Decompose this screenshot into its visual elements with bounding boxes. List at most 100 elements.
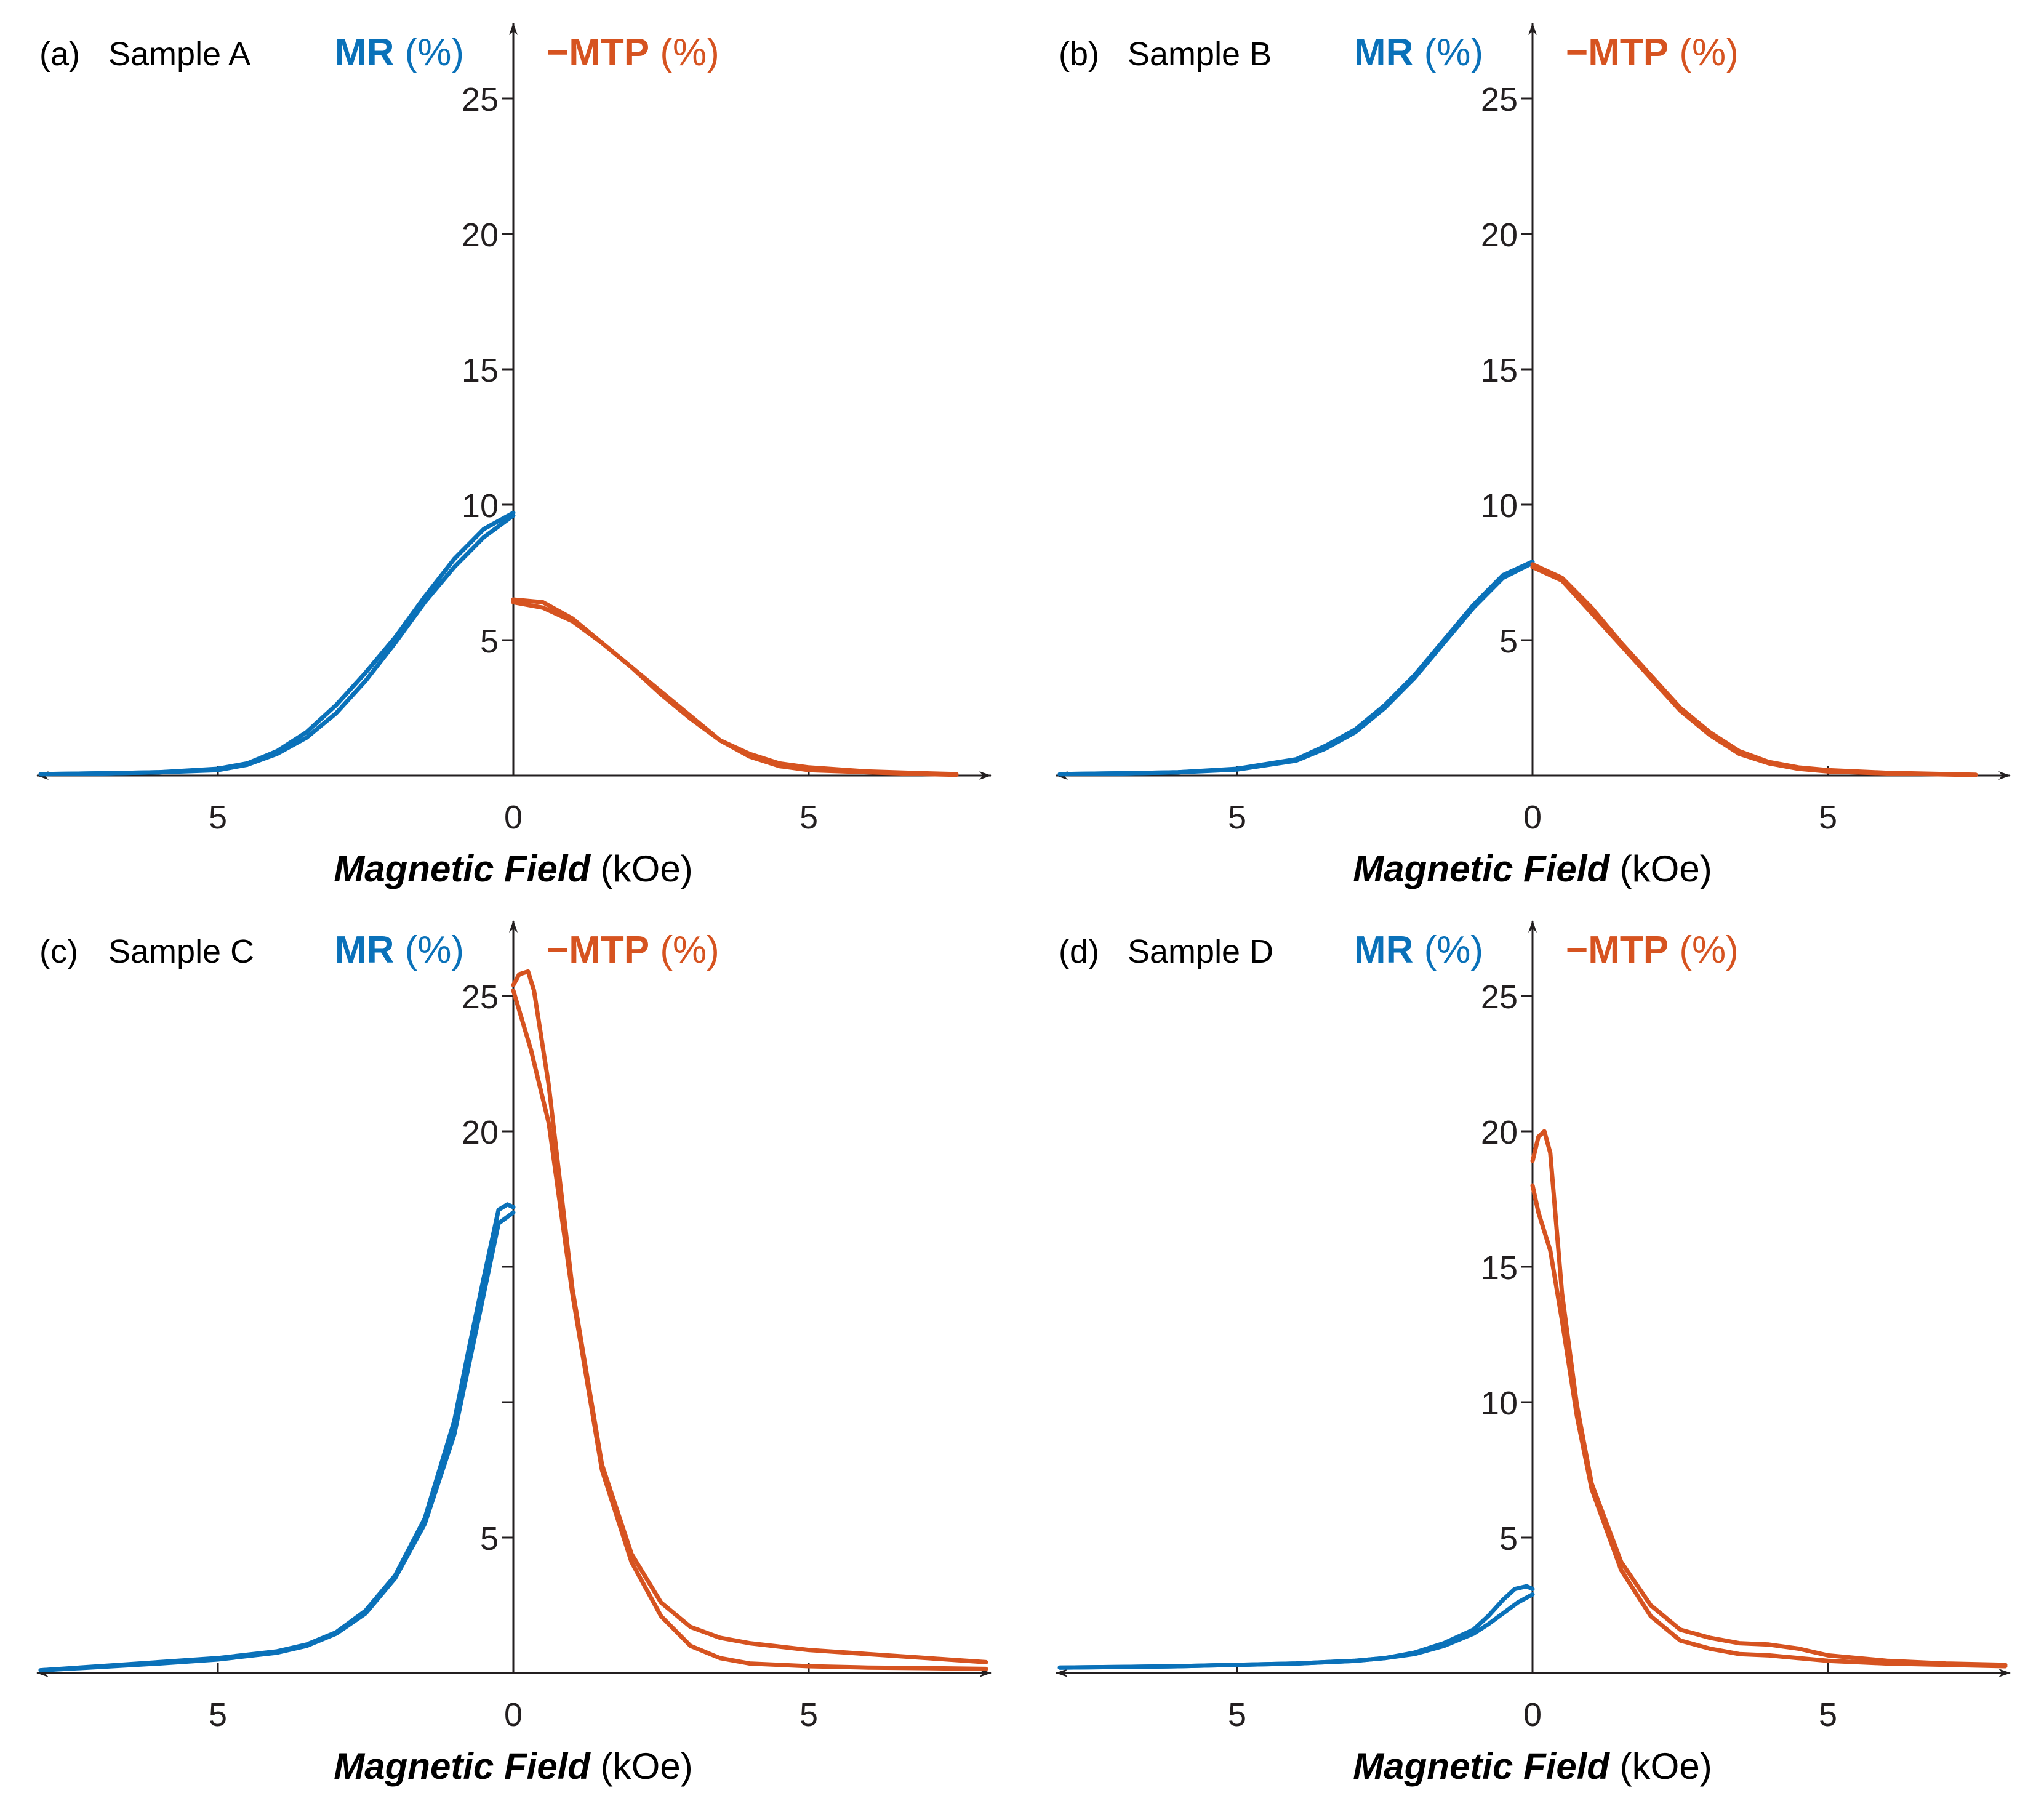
mr-series-line: [38, 1202, 516, 1673]
mtp-axis-label: −MTP (%): [547, 929, 719, 971]
mr-series-line: [1057, 1592, 1535, 1670]
x-tick-label: 0: [504, 1696, 523, 1733]
mtp-label-name: −MTP: [1566, 31, 1669, 74]
mr-axis-label: MR (%): [1354, 31, 1483, 74]
panel-d: 5 0 5 5 10 15 20 25 (d) Sample D MR (%) −MTP (%…: [1056, 920, 2011, 1787]
mtp-axis-label: −MTP (%): [1566, 929, 1739, 971]
y-tick-label: 25: [462, 81, 499, 118]
panel-label: (c): [39, 933, 78, 970]
tick-marks: 5 0 5 5 10 15 20 25: [209, 81, 818, 836]
mtp-label-unit: (%): [660, 31, 719, 74]
x-axis-title-unit: (kOe): [601, 848, 693, 889]
y-tick-label: 5: [480, 1520, 499, 1557]
y-tick-label: 15: [1481, 1249, 1518, 1286]
mr-series-line: [38, 1210, 516, 1673]
y-tick-label: 25: [462, 979, 499, 1016]
sample-label: Sample D: [1128, 933, 1273, 970]
mtp-series-line: [511, 597, 959, 777]
mr-label-name: MR: [335, 929, 394, 971]
sample-label: Sample B: [1128, 36, 1272, 73]
mr-axis-label: MR (%): [335, 31, 464, 74]
x-tick-label: 5: [1819, 1696, 1837, 1733]
mtp-label-unit: (%): [660, 929, 719, 971]
sample-label: Sample C: [108, 933, 254, 970]
tick-marks: 5 0 5 5 10 15 20 25: [1228, 979, 1837, 1733]
mtp-label-unit: (%): [1679, 929, 1738, 971]
mtp-series-line: [1530, 1183, 2008, 1669]
x-axis-title-unit: (kOe): [601, 1746, 693, 1787]
x-axis-title: Magnetic Field (kOe): [1353, 848, 1712, 889]
mtp-series-line: [511, 988, 988, 1671]
x-axis-title-name: Magnetic Field: [334, 848, 591, 889]
plot-curves: [1057, 1129, 2008, 1670]
mr-series-line: [1057, 1584, 1535, 1670]
mr-series-line: [38, 510, 516, 777]
panel-label: (a): [39, 36, 80, 73]
x-tick-label: 5: [1228, 1696, 1246, 1733]
mr-label-unit: (%): [405, 929, 464, 971]
x-tick-label: 5: [1228, 799, 1246, 836]
panel-b: 5 0 5 5 10 15 20 25 (b) Sample B MR (%) −MTP (%…: [1056, 23, 2011, 889]
y-tick-label: 10: [462, 487, 499, 524]
panel-label: (b): [1059, 36, 1099, 73]
x-tick-label: 0: [504, 799, 523, 836]
x-tick-label: 5: [1819, 799, 1837, 836]
tick-marks: 5 0 5 5 10 15 20 25: [1228, 81, 1837, 836]
mtp-series-line: [1530, 564, 1978, 777]
sample-label: Sample A: [108, 36, 250, 73]
x-tick-label: 5: [209, 1696, 227, 1733]
x-axis-title: Magnetic Field (kOe): [334, 1746, 692, 1787]
y-tick-label: 20: [1481, 217, 1518, 254]
mr-series-line: [38, 513, 516, 777]
x-axis-title-unit: (kOe): [1620, 1746, 1712, 1787]
x-axis-title-name: Magnetic Field: [1353, 1746, 1610, 1787]
mtp-axis-label: −MTP (%): [547, 31, 719, 74]
mtp-label-name: −MTP: [547, 929, 649, 971]
tick-marks: 5 0 5 5 20 25: [209, 979, 818, 1733]
mtp-series-line: [1530, 1129, 2008, 1667]
mr-label-name: MR: [1354, 31, 1413, 74]
x-axis-title: Magnetic Field (kOe): [1353, 1746, 1712, 1787]
mr-label-unit: (%): [1424, 31, 1483, 74]
mr-label-name: MR: [335, 31, 394, 74]
x-tick-label: 5: [209, 799, 227, 836]
mtp-axis-label: −MTP (%): [1566, 31, 1739, 74]
y-tick-label: 10: [1481, 487, 1518, 524]
y-tick-label: 20: [462, 1114, 499, 1151]
x-tick-label: 5: [800, 1696, 818, 1733]
y-tick-label: 5: [480, 623, 499, 660]
mtp-series-line: [511, 969, 988, 1664]
x-axis-title-unit: (kOe): [1620, 848, 1712, 889]
y-tick-label: 20: [1481, 1114, 1518, 1151]
y-tick-label: 25: [1481, 81, 1518, 118]
mtp-label-name: −MTP: [547, 31, 649, 74]
mr-label-unit: (%): [1424, 929, 1483, 971]
panel-a: 5 0 5 5 10 15 20 25 (a) Sample A MR (%) −MTP (%…: [36, 23, 992, 889]
y-tick-label: 5: [1499, 623, 1518, 660]
plot-curves: [38, 969, 988, 1673]
mr-label-name: MR: [1354, 929, 1413, 971]
mr-series-line: [1057, 561, 1535, 777]
plot-curves: [1057, 559, 1978, 777]
x-tick-label: 0: [1523, 799, 1542, 836]
y-tick-label: 20: [462, 217, 499, 254]
x-axis-title-name: Magnetic Field: [1353, 848, 1610, 889]
y-tick-label: 15: [1481, 352, 1518, 389]
x-tick-label: 5: [800, 799, 818, 836]
mr-series-line: [1057, 559, 1535, 777]
y-tick-label: 5: [1499, 1520, 1518, 1557]
mr-axis-label: MR (%): [335, 929, 464, 971]
panel-label: (d): [1059, 933, 1099, 970]
x-axis-title: Magnetic Field (kOe): [334, 848, 692, 889]
x-axis-title-name: Magnetic Field: [334, 1746, 591, 1787]
y-tick-label: 25: [1481, 979, 1518, 1016]
mr-axis-label: MR (%): [1354, 929, 1483, 971]
plot-curves: [38, 510, 959, 777]
y-tick-label: 15: [462, 352, 499, 389]
mtp-label-unit: (%): [1679, 31, 1738, 74]
x-tick-label: 0: [1523, 1696, 1542, 1733]
panel-c: 5 0 5 5 20 25 (c) Sample C MR (%) −MTP (%) Ma…: [36, 920, 992, 1787]
y-tick-label: 10: [1481, 1385, 1518, 1422]
mtp-label-name: −MTP: [1566, 929, 1669, 971]
